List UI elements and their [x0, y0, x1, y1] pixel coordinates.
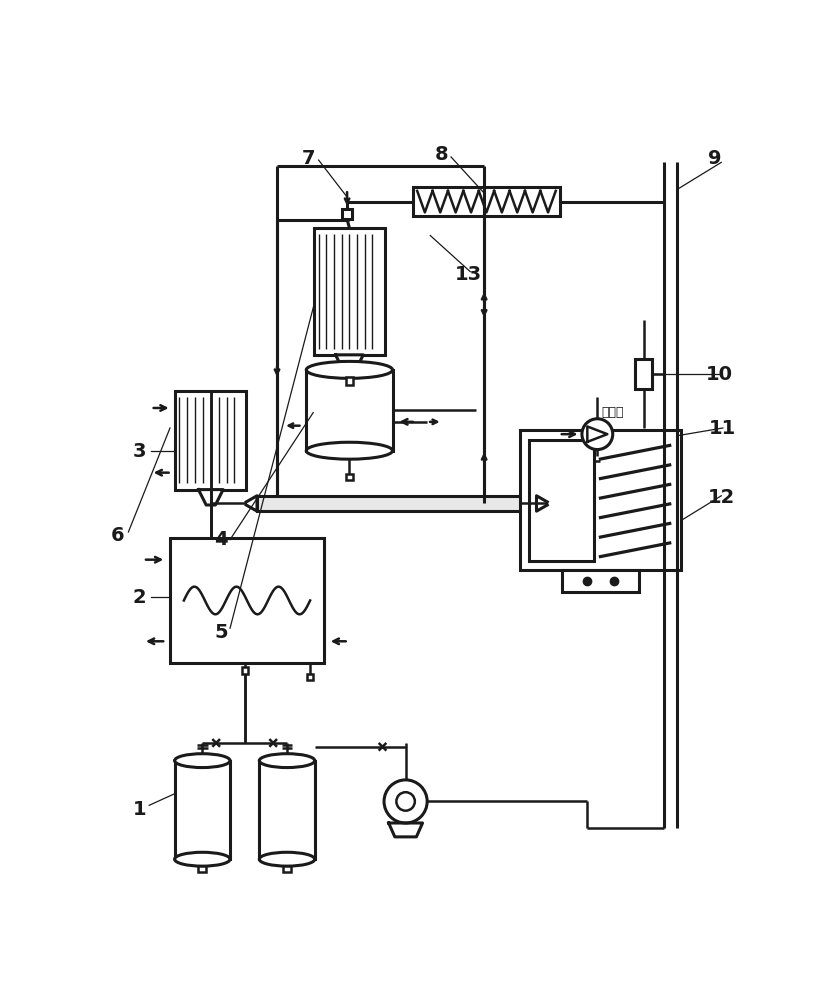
Polygon shape: [389, 823, 422, 837]
Text: 1: 1: [132, 800, 146, 819]
Bar: [520, 430, 681, 570]
Circle shape: [384, 780, 427, 823]
Bar: [283, 866, 291, 872]
Text: 9: 9: [708, 149, 722, 168]
Text: 2: 2: [132, 588, 146, 607]
Text: 8: 8: [435, 145, 448, 164]
Bar: [306, 370, 392, 451]
Ellipse shape: [174, 852, 230, 866]
Circle shape: [396, 792, 415, 811]
Circle shape: [582, 419, 613, 450]
Polygon shape: [587, 426, 608, 442]
Ellipse shape: [259, 754, 315, 768]
Bar: [175, 391, 246, 490]
Polygon shape: [199, 490, 223, 505]
Bar: [170, 538, 324, 663]
Polygon shape: [536, 496, 547, 511]
Text: 11: 11: [709, 418, 737, 438]
Text: 12: 12: [707, 488, 735, 507]
Bar: [241, 667, 248, 674]
Ellipse shape: [306, 442, 392, 459]
Text: 13: 13: [455, 264, 483, 284]
Text: 5: 5: [214, 623, 228, 642]
Polygon shape: [335, 355, 363, 372]
Text: 7: 7: [302, 149, 315, 168]
Bar: [635, 359, 652, 389]
Bar: [307, 674, 313, 680]
Bar: [199, 866, 206, 872]
Bar: [345, 474, 354, 480]
Bar: [174, 761, 230, 859]
Bar: [342, 209, 353, 219]
Ellipse shape: [306, 361, 392, 378]
Text: 3: 3: [132, 442, 146, 461]
Bar: [562, 570, 639, 592]
Text: 6: 6: [111, 526, 124, 545]
Text: 进料口: 进料口: [601, 406, 623, 419]
Bar: [314, 228, 385, 355]
Text: 10: 10: [706, 365, 732, 384]
Bar: [259, 761, 315, 859]
Polygon shape: [246, 496, 257, 511]
Bar: [257, 496, 536, 511]
Ellipse shape: [174, 754, 230, 768]
Text: 4: 4: [214, 530, 228, 549]
Ellipse shape: [259, 852, 315, 866]
Bar: [529, 440, 594, 561]
Bar: [413, 187, 560, 216]
Bar: [345, 377, 354, 385]
